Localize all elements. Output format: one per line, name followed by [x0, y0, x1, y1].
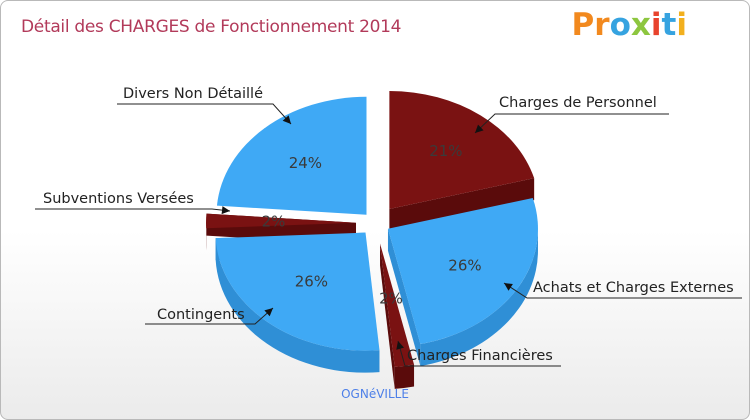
slice-percent-label: 2%	[379, 290, 403, 308]
label-arrowhead	[475, 124, 484, 133]
slice-category-label: Contingents	[157, 307, 245, 323]
proxiti-logo: Proxiti	[572, 7, 687, 43]
slice-category-label: Divers Non Détaillé	[123, 86, 263, 102]
commune-name: OGNéVILLE	[341, 387, 409, 401]
chart-title: Détail des CHARGES de Fonctionnement 201…	[21, 17, 402, 37]
slice-category-label: Charges de Personnel	[499, 95, 657, 111]
logo-letter: P	[571, 7, 595, 43]
label-leader-line	[397, 340, 561, 367]
pie-slice	[206, 213, 357, 229]
logo-letter: i	[650, 7, 662, 43]
pie-slice	[389, 91, 535, 210]
slice-percent-label: 24%	[289, 154, 322, 172]
pie-slice-side	[215, 238, 380, 373]
label-leader-line	[35, 208, 231, 212]
slice-category-label: Achats et Charges Externes	[533, 280, 734, 296]
logo-letter: x	[630, 7, 651, 43]
logo-letter: t	[661, 7, 677, 43]
label-leader-line	[503, 282, 742, 299]
label-arrowhead	[282, 115, 291, 124]
slice-percent-label: 2%	[262, 213, 286, 231]
pie-labels: 21% 26% 2% 26% 2% 24% Charges de Personnel Acha…	[35, 86, 742, 367]
label-arrowhead	[264, 308, 273, 317]
logo-letter: r	[594, 7, 610, 43]
slice-category-label: Subventions Versées	[43, 191, 194, 207]
pie-slice-side	[420, 228, 538, 367]
pie-slice-edge	[380, 243, 395, 389]
pie-slices	[206, 91, 538, 389]
pie-slice	[380, 243, 415, 367]
slice-percent-label: 21%	[429, 142, 462, 160]
label-arrowhead	[504, 283, 513, 291]
label-arrowhead	[221, 206, 230, 215]
label-leader-line	[474, 113, 669, 134]
slice-percent-label: 26%	[448, 256, 481, 274]
label-leader-line	[145, 307, 274, 325]
logo-letter: o	[609, 7, 631, 43]
logo-letter: i	[676, 7, 687, 43]
pie-slice	[215, 232, 380, 351]
label-leader-line	[117, 103, 292, 125]
pie-slice	[216, 96, 367, 215]
pie-slice	[387, 197, 538, 345]
pie-slice-edge	[389, 178, 535, 232]
slice-category-label: Charges Financières	[407, 348, 553, 364]
pie-slice-side	[394, 364, 415, 389]
label-arrowhead	[396, 341, 405, 350]
pie-slice-edge	[387, 228, 421, 367]
slice-percent-label: 26%	[295, 273, 328, 291]
